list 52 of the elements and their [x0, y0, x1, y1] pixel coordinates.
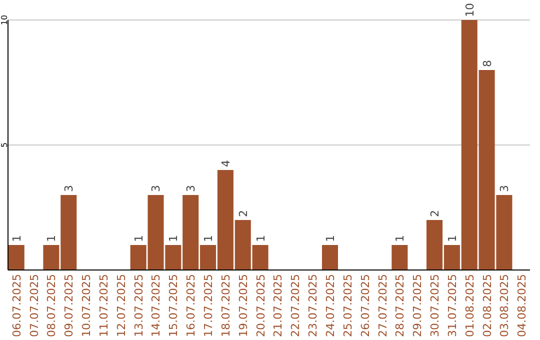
data-label: 1 — [254, 235, 268, 242]
x-tick-label: 21.07.2025 — [272, 274, 285, 337]
x-tick-label: 31.07.2025 — [446, 274, 459, 337]
x-tick-label: 06.07.2025 — [10, 274, 24, 337]
x-tick-label: 08.07.2025 — [45, 274, 58, 337]
x-tick-label: 15.07.2025 — [167, 274, 180, 337]
bar — [322, 245, 338, 270]
x-tick-label: 12.07.2025 — [114, 274, 128, 337]
x-tick-label: 09.07.2025 — [62, 274, 76, 337]
x-tick-label: 04.08.2025 — [516, 274, 529, 337]
x-tick-label: 13.07.2025 — [132, 274, 146, 337]
data-label: 2 — [236, 210, 250, 217]
data-label: 3 — [150, 185, 163, 192]
x-tick-label: 23.07.2025 — [306, 274, 320, 337]
data-label: 1 — [394, 235, 407, 242]
data-label: 1 — [132, 235, 146, 242]
x-tick-label: 14.07.2025 — [150, 274, 163, 337]
x-tick-label: 22.07.2025 — [289, 274, 302, 337]
data-label: 8 — [480, 60, 494, 67]
y-tick-label: 5 — [0, 142, 9, 148]
data-label: 3 — [62, 185, 76, 192]
data-label: 10 — [463, 3, 476, 17]
data-label: 4 — [219, 160, 232, 167]
x-tick-label: 17.07.2025 — [202, 274, 216, 337]
data-label: 1 — [202, 235, 216, 242]
data-label: 1 — [10, 235, 24, 242]
data-label: 1 — [167, 235, 180, 242]
x-tick-label: 11.07.2025 — [97, 274, 110, 337]
x-tick-label: 30.07.2025 — [428, 274, 442, 337]
x-tick-label: 27.07.2025 — [376, 274, 390, 337]
x-tick-label: 10.07.2025 — [80, 274, 94, 337]
x-tick-label: 24.07.2025 — [324, 274, 337, 337]
x-tick-label: 02.08.2025 — [480, 274, 494, 337]
data-label: 3 — [184, 185, 198, 192]
x-tick-label: 03.08.2025 — [498, 274, 512, 337]
x-tick-label: 18.07.2025 — [219, 274, 232, 337]
data-label: 1 — [45, 235, 58, 242]
x-tick-label: 25.07.2025 — [341, 274, 354, 337]
x-tick-label: 16.07.2025 — [184, 274, 198, 337]
x-tick-label: 19.07.2025 — [236, 274, 250, 337]
bar — [392, 245, 408, 270]
x-tick-label: 29.07.2025 — [411, 274, 424, 337]
data-label: 1 — [324, 235, 337, 242]
x-tick-label: 01.08.2025 — [463, 274, 476, 337]
bar — [8, 245, 24, 270]
x-tick-label: 26.07.2025 — [358, 274, 372, 337]
data-label: 3 — [498, 185, 512, 192]
x-tick-label: 20.07.2025 — [254, 274, 268, 337]
data-label: 1 — [446, 235, 459, 242]
x-tick-label: 07.07.2025 — [28, 274, 41, 337]
data-label: 2 — [428, 210, 442, 217]
x-tick-label: 28.07.2025 — [394, 274, 407, 337]
